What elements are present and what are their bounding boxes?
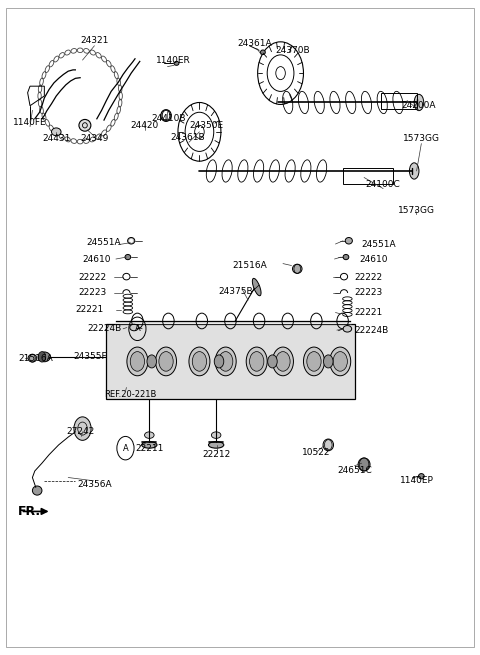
Circle shape: [130, 352, 144, 371]
Ellipse shape: [125, 254, 131, 259]
Ellipse shape: [51, 128, 61, 136]
Circle shape: [127, 347, 148, 376]
Bar: [381, 93, 417, 109]
Circle shape: [195, 125, 204, 138]
Text: 27242: 27242: [66, 427, 94, 436]
Polygon shape: [116, 321, 350, 324]
Circle shape: [250, 352, 264, 371]
Circle shape: [189, 347, 210, 376]
Ellipse shape: [144, 432, 154, 438]
Ellipse shape: [130, 324, 138, 331]
Ellipse shape: [142, 441, 157, 448]
Text: 24610: 24610: [83, 255, 111, 263]
Circle shape: [156, 347, 177, 376]
Circle shape: [38, 352, 46, 362]
Circle shape: [273, 347, 293, 376]
Text: 22223: 22223: [78, 288, 106, 297]
Text: FR.: FR.: [17, 505, 41, 518]
Text: 1140ER: 1140ER: [156, 56, 191, 65]
Circle shape: [214, 355, 224, 368]
Text: 22211: 22211: [135, 443, 164, 453]
Text: 24651C: 24651C: [337, 466, 372, 476]
Ellipse shape: [358, 458, 370, 471]
Ellipse shape: [79, 119, 91, 131]
Ellipse shape: [128, 238, 135, 244]
Ellipse shape: [38, 352, 50, 362]
Text: 24410B: 24410B: [151, 114, 186, 123]
Text: 24370B: 24370B: [275, 46, 310, 55]
Text: 24321: 24321: [80, 36, 108, 45]
Bar: [107, 324, 355, 400]
Ellipse shape: [28, 354, 36, 362]
Text: 22221: 22221: [355, 308, 383, 317]
Circle shape: [303, 347, 324, 376]
Ellipse shape: [174, 62, 179, 66]
Ellipse shape: [414, 94, 424, 111]
Text: 22222: 22222: [355, 272, 383, 282]
Ellipse shape: [343, 326, 352, 332]
Ellipse shape: [261, 50, 265, 54]
Ellipse shape: [252, 278, 261, 296]
Ellipse shape: [409, 163, 419, 179]
Text: 24431: 24431: [42, 134, 71, 143]
Text: 24355F: 24355F: [73, 352, 107, 362]
Ellipse shape: [211, 432, 221, 438]
Text: 24349: 24349: [80, 134, 108, 143]
Text: 24551A: 24551A: [361, 240, 396, 248]
Text: 1573GG: 1573GG: [403, 134, 440, 143]
Text: A: A: [134, 324, 140, 333]
Circle shape: [276, 67, 285, 80]
Ellipse shape: [292, 264, 302, 273]
Ellipse shape: [161, 109, 171, 121]
Text: 24200A: 24200A: [402, 102, 436, 110]
Text: 22212: 22212: [202, 450, 230, 459]
Ellipse shape: [208, 441, 224, 448]
Text: 24100C: 24100C: [366, 179, 400, 189]
Circle shape: [268, 355, 277, 368]
Circle shape: [307, 352, 321, 371]
Circle shape: [324, 355, 333, 368]
Circle shape: [330, 347, 351, 376]
Text: 21516A: 21516A: [18, 354, 53, 364]
Ellipse shape: [33, 486, 42, 495]
Text: 24420: 24420: [131, 121, 159, 130]
Text: 22223: 22223: [355, 288, 383, 297]
Text: 1140EP: 1140EP: [400, 476, 433, 485]
Ellipse shape: [323, 439, 334, 451]
Text: 24375B: 24375B: [218, 287, 252, 296]
Circle shape: [192, 352, 206, 371]
Text: 24610: 24610: [360, 255, 388, 263]
Text: 1140FE: 1140FE: [13, 117, 47, 126]
Text: 1573GG: 1573GG: [398, 206, 435, 215]
Text: A: A: [122, 443, 128, 453]
Text: 24361B: 24361B: [170, 132, 205, 141]
Text: 24350E: 24350E: [190, 121, 224, 130]
Circle shape: [333, 352, 348, 371]
Text: REF.20-221B: REF.20-221B: [104, 390, 156, 398]
Bar: [343, 168, 393, 184]
Circle shape: [159, 352, 173, 371]
Text: 21516A: 21516A: [232, 261, 267, 270]
Circle shape: [218, 352, 233, 371]
Circle shape: [162, 110, 170, 121]
Circle shape: [147, 355, 156, 368]
Ellipse shape: [345, 238, 352, 244]
Circle shape: [276, 352, 290, 371]
Text: 22224B: 22224B: [354, 326, 388, 335]
Circle shape: [246, 347, 267, 376]
Circle shape: [74, 417, 91, 440]
Ellipse shape: [419, 474, 424, 479]
Text: 24551A: 24551A: [87, 238, 121, 247]
Text: 24356A: 24356A: [77, 479, 112, 489]
Text: 22222: 22222: [78, 272, 106, 282]
Circle shape: [215, 347, 236, 376]
Ellipse shape: [343, 254, 349, 259]
Text: 22221: 22221: [75, 305, 104, 314]
Ellipse shape: [130, 239, 133, 242]
Text: 24361A: 24361A: [237, 39, 272, 48]
Text: 10522: 10522: [302, 448, 331, 457]
Text: 22224B: 22224B: [87, 324, 121, 333]
